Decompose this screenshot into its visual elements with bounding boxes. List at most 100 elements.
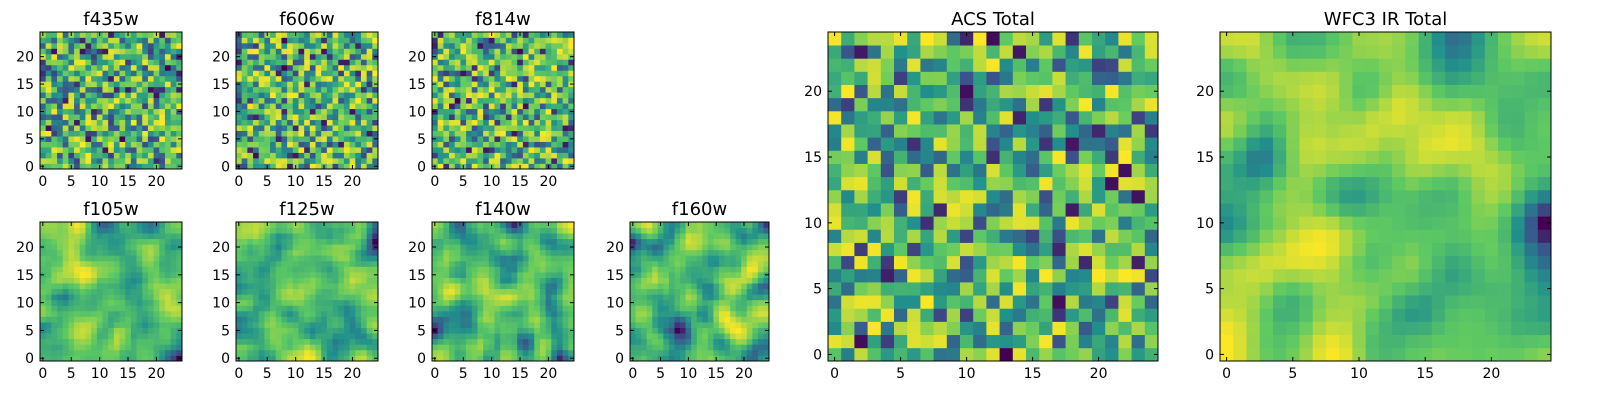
heatmap-cell [247,249,254,256]
heatmap-cell [102,283,109,290]
heatmap-cell [164,327,171,334]
heatmap-cell [752,277,759,284]
heatmap-cell [176,260,183,267]
heatmap-cell [349,48,356,55]
heatmap-cell [40,70,47,77]
heatmap-cell [253,81,260,88]
heatmap-cell [159,255,166,262]
heatmap-cell [298,249,305,256]
heatmap-cell [159,322,166,328]
heatmap-cell [757,277,764,284]
heatmap-cell [125,299,132,306]
heatmap-cell [57,255,64,262]
heatmap-cell [443,272,450,278]
heatmap-cell [236,266,243,273]
heatmap-cell [973,163,987,178]
heatmap-cell [45,349,52,356]
heatmap-cell [556,305,563,312]
heatmap-cell [360,42,367,49]
heatmap-cell [680,338,686,345]
heatmap-cell [680,355,686,362]
heatmap-cell [488,53,495,60]
heatmap-cell [539,42,546,49]
heatmap-cell [635,260,642,267]
heatmap-cell [494,114,501,121]
heatmap-cell [125,288,132,295]
heatmap-cell [108,322,115,328]
heatmap-cell [270,42,277,49]
heatmap-cell [630,316,636,323]
heatmap-cell [275,355,282,362]
heatmap-cell [494,288,501,295]
heatmap-cell [164,316,171,323]
heatmap-cell [556,136,563,142]
heatmap-cell [125,108,132,115]
heatmap-cell [568,103,575,110]
heatmap-cell [556,222,563,228]
heatmap-cell [79,163,86,170]
heatmap-cell [176,277,183,284]
heatmap-cell [170,260,177,267]
heatmap-cell [534,260,541,267]
heatmap-cell [96,59,103,66]
heatmap-cell [360,53,367,60]
heatmap-cell [460,266,467,273]
heatmap-cell [253,227,260,234]
heatmap-cell [483,75,490,82]
heatmap-cell [752,294,759,301]
heatmap-cell [437,141,444,148]
heatmap-cell [130,152,137,159]
heatmap-cell [326,97,333,104]
heatmap-cell [920,334,934,349]
heatmap-cell [500,158,507,164]
heatmap-cell [147,294,154,301]
heatmap-cell [545,59,552,66]
heatmap-cell [494,97,501,104]
heatmap-cell [551,53,558,60]
heatmap-cell [315,147,322,153]
heatmap-cell [309,141,316,148]
heatmap-cell [907,150,921,164]
heatmap-cell [752,233,759,240]
heatmap-cell [730,338,736,345]
heatmap-cell [247,272,254,278]
heatmap-cell [79,227,86,234]
heatmap-cell [696,316,703,323]
heatmap-cell [119,108,126,115]
heatmap-cell [1131,229,1146,243]
heatmap-cell [1078,255,1093,270]
heatmap-cell [136,283,143,290]
heatmap-cell [91,344,98,351]
heatmap-cell [539,322,546,328]
heatmap-cell [119,141,126,148]
heatmap-cell [545,86,552,93]
heatmap-cell [752,344,759,351]
heatmap-cell [511,222,518,228]
heatmap-cell [635,322,642,328]
heatmap-cell [696,327,703,334]
heatmap-cell [517,59,524,66]
heatmap-cell [443,92,450,99]
heatmap-cell [142,355,149,362]
heatmap-cell [867,282,882,296]
heatmap-cell [471,277,478,284]
heatmap-cell [338,333,345,340]
heatmap-cell [147,141,154,148]
heatmap-cell [315,294,322,301]
heatmap-cell [51,75,58,82]
heatmap-cell [113,349,120,356]
heatmap-cell [841,150,855,164]
heatmap-cell [309,32,316,38]
heatmap-cell [630,333,636,340]
heatmap-cell [517,244,524,251]
heatmap-cell [51,266,58,273]
heatmap-cell [483,103,490,110]
heatmap-cell [545,283,552,290]
heatmap-cell [466,266,473,273]
heatmap-cell [360,48,367,55]
heatmap-cell [309,53,316,60]
heatmap-cell [85,310,92,317]
heatmap-cell [432,322,439,328]
heatmap-cell [477,277,484,284]
heatmap-cell [236,70,243,77]
